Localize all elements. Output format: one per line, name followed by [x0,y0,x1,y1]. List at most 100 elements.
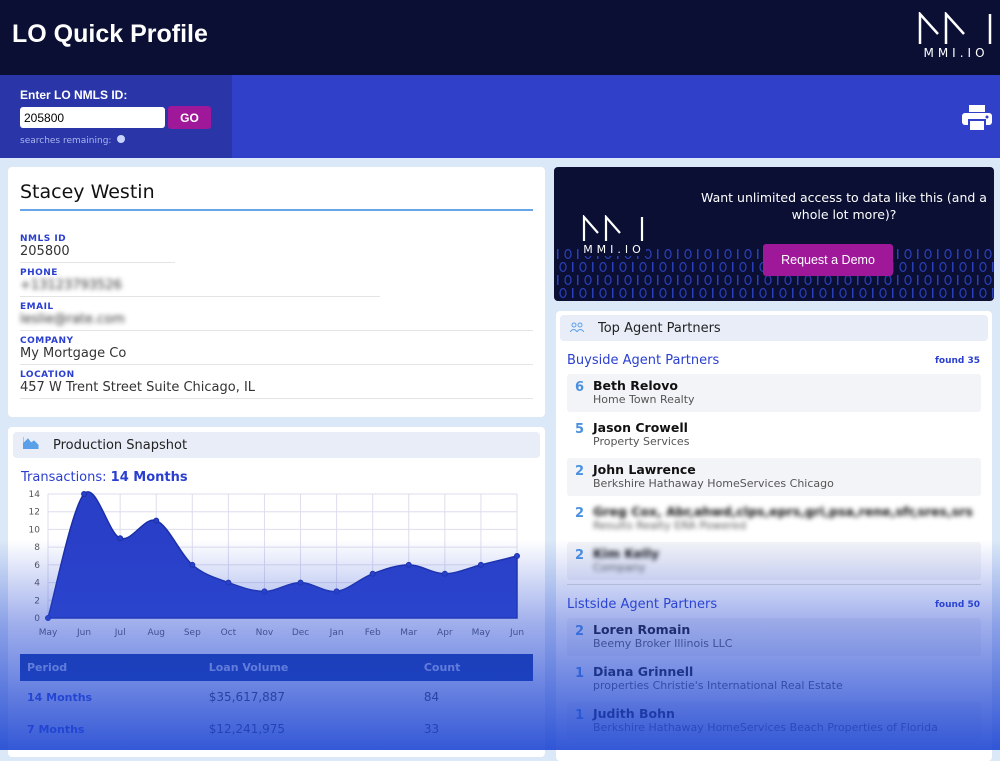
binary-glyph [639,261,647,273]
agent-company: Berkshire Hathaway HomeServices Chicago [593,477,834,490]
agent-name[interactable]: Jason Crowell [593,420,688,435]
agent-company: Beemy Broker Illinois LLC [593,637,733,650]
agent-row[interactable]: 6 Beth Relovo Home Town Realty [567,374,981,412]
agent-row[interactable]: 2 Loren Romain Beemy Broker Illinois LLC [567,618,981,656]
transaction-count: 6 [575,380,585,395]
binary-glyph [779,287,787,299]
binary-glyph [837,275,839,285]
transaction-count: 2 [575,624,585,639]
y-tick-label: 4 [34,579,40,589]
agent-company: Home Town Realty [593,393,695,406]
binary-glyph [864,274,872,286]
area-chart-icon [22,437,39,453]
binary-glyph [732,262,734,272]
agent-row[interactable]: 1 Diana Grinnell properties Christie's Int… [567,660,981,698]
table-row[interactable]: 14 Months $35,617,887 84 [20,681,533,713]
agent-name[interactable]: Kim Kelly [593,546,660,561]
field-value: +13123793526 [20,278,122,293]
binary-glyph [919,261,927,273]
agent-name[interactable]: Judith Bohn [593,706,675,721]
agent-row[interactable]: 2 Kim Kelly Company [567,542,981,580]
agent-name[interactable]: Diana Grinnell [593,664,694,679]
binary-glyph [697,275,699,285]
binary-glyph [679,261,687,273]
data-point [117,535,124,542]
agent-name[interactable]: Loren Romain [593,622,691,637]
binary-glyph [937,249,939,259]
logo-text: MMI.IO [582,243,646,256]
area-series [47,491,518,619]
binary-glyph [619,287,627,299]
binary-glyph [772,288,774,298]
transaction-count: 1 [575,708,585,723]
chart-subtitle: Transactions: 14 Months [21,470,540,485]
field-value: 205800 [20,244,70,259]
nmls-id-input[interactable] [20,107,165,128]
binary-glyph [624,274,632,286]
x-tick-label: Jun [509,628,524,638]
agent-row[interactable]: 2 Greg Cox, Abr,ahwd,clps,eprs,gri,psa,re… [567,500,981,538]
binary-glyph [737,249,739,259]
data-point [333,588,340,595]
binary-glyph [599,287,607,299]
binary-glyph [704,274,712,286]
binary-glyph [857,275,859,285]
binary-glyph [697,249,699,259]
period[interactable]: 7 Months [27,722,85,736]
agent-name[interactable]: Beth Relovo [593,378,678,393]
loan-volume: $12,241,975 [208,722,286,736]
agent-row[interactable]: 1 Judith Bohn Berkshire Hathaway HomeServi… [567,702,981,740]
agent-row[interactable]: 2 John Lawrence Berkshire Hathaway HomeSer… [567,458,981,496]
binary-glyph [752,262,754,272]
production-card: Production Snapshot Transactions: 14 Mon… [8,427,545,757]
binary-glyph [657,249,659,259]
binary-glyph [819,287,827,299]
request-demo-button[interactable]: Request a Demo [763,244,893,276]
listside-found: found 50 [934,599,980,610]
field-label: EMAIL [20,302,54,312]
demo-banner: MMI.IO Want unlimited access to data lik… [554,167,994,301]
transaction-count: 2 [575,506,585,521]
field-value: 457 W Trent Street Suite Chicago, IL [20,380,256,395]
buyside-found: found 35 [934,355,980,366]
binary-glyph [652,288,654,298]
data-point [45,615,51,621]
banner-text: Want unlimited access to data like this … [701,190,987,222]
binary-glyph [679,287,687,299]
data-point [153,517,160,524]
mmi-logo[interactable]: MMI.IO [918,12,994,60]
period[interactable]: 14 Months [27,690,93,704]
x-tick-label: Apr [437,628,453,638]
binary-glyph [799,287,807,299]
col-count: Count [416,654,533,681]
x-tick-label: May [39,628,58,638]
binary-glyph [579,287,587,299]
binary-glyph [977,249,979,259]
transaction-count: 2 [575,464,585,479]
count: 84 [423,690,440,704]
binary-glyph [597,275,599,285]
data-point [477,561,484,568]
binary-glyph [979,261,987,273]
x-tick-label: May [472,628,491,638]
subtitle-period: 14 Months [110,470,188,485]
agent-company: Berkshire Hathaway HomeServices Beach Pr… [593,721,938,734]
binary-glyph [899,287,907,299]
print-icon[interactable] [962,105,992,135]
binary-glyph [992,262,994,272]
binary-glyph [924,248,932,260]
binary-glyph [777,275,779,285]
agent-row[interactable]: 5 Jason Crowell Property Services [567,416,981,454]
binary-glyph [672,288,674,298]
x-tick-label: Feb [365,628,381,638]
col-loan-volume: Loan Volume [201,654,417,681]
agent-name[interactable]: Greg Cox, Abr,ahwd,clps,eprs,gri,psa,ren… [593,504,973,519]
agent-name[interactable]: John Lawrence [593,462,696,477]
binary-glyph [612,262,614,272]
go-button[interactable]: GO [168,106,211,129]
binary-glyph [644,274,652,286]
binary-glyph [752,288,754,298]
binary-glyph [824,274,832,286]
table-row[interactable]: 7 Months $12,241,975 33 [20,713,533,745]
binary-glyph [832,288,834,298]
